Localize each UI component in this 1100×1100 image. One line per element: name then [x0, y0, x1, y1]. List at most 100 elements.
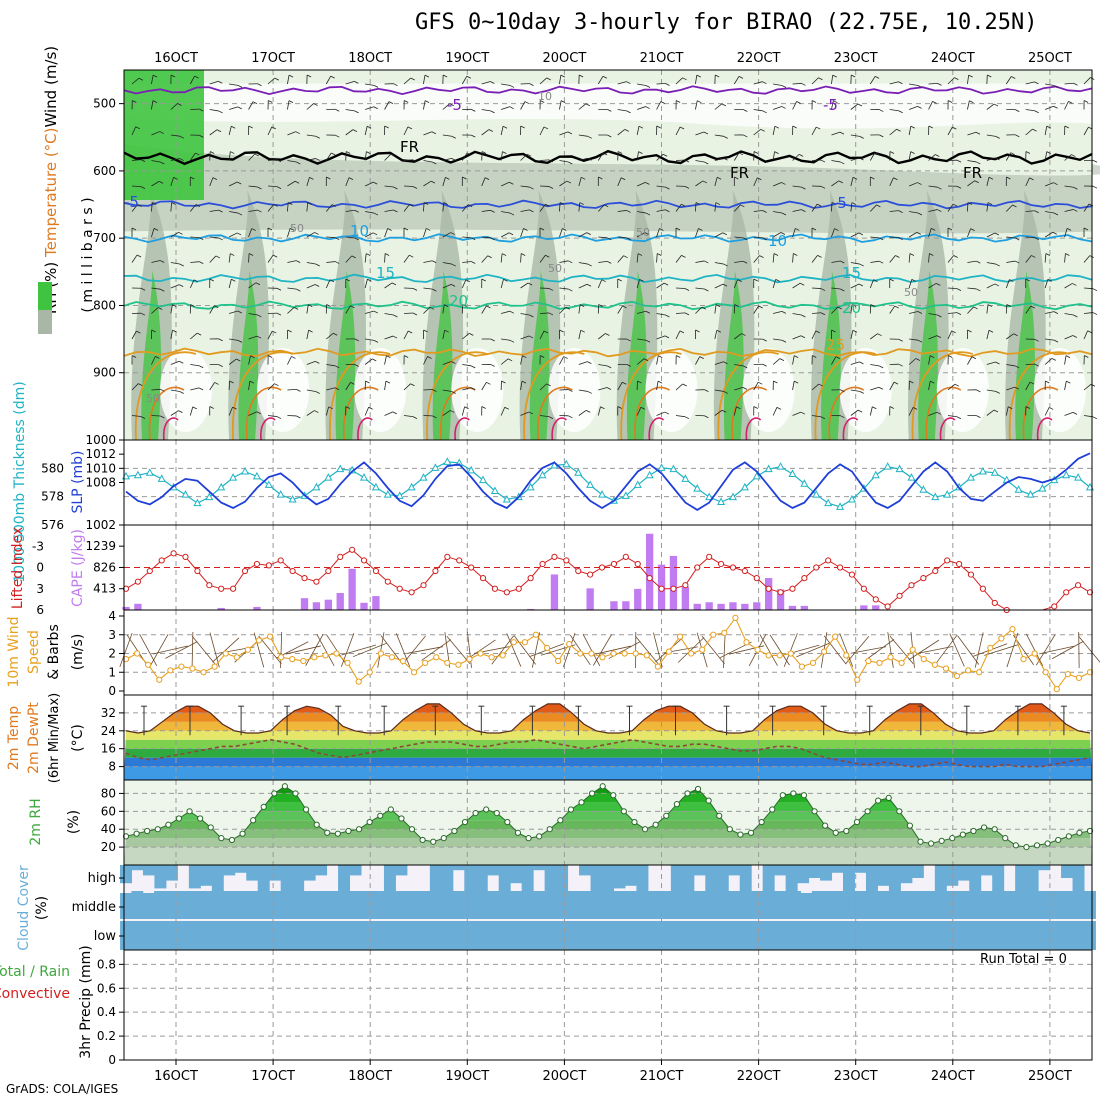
wind-barb — [967, 100, 970, 110]
cloud-middle-fill — [675, 891, 688, 919]
lifted-index-point — [944, 557, 951, 564]
wind-barb — [190, 261, 200, 263]
wind-barb — [500, 407, 506, 416]
precip-frame — [123, 949, 1093, 1061]
lifted-index-point — [218, 585, 225, 592]
cloud-low-bar — [562, 921, 575, 950]
wind-barb-flag — [526, 153, 532, 157]
cloud-high-bar — [142, 865, 155, 876]
wind-barb-flag — [314, 232, 319, 235]
wind-barb-flag — [1092, 312, 1098, 315]
isotherm-35-loop — [260, 417, 276, 441]
wind-barb — [714, 330, 718, 340]
wind-barb — [462, 333, 470, 340]
wind-barb — [423, 131, 432, 136]
thickness-point — [752, 471, 761, 480]
cloud-high-bar — [338, 865, 351, 891]
wind-barb-flag — [781, 212, 787, 216]
wind-barb — [267, 330, 273, 340]
wind-barb — [481, 382, 487, 391]
lifted-index-point — [1051, 603, 1058, 610]
wind-barb-flag — [704, 161, 709, 165]
wind-barb-flag — [403, 227, 409, 231]
wind-barb — [617, 236, 627, 239]
rh2m-point — [122, 833, 130, 840]
wind-barb-flag — [502, 151, 507, 154]
wind-barb — [462, 236, 472, 239]
wind-barb-flag — [879, 109, 884, 112]
wind-barb — [326, 332, 334, 340]
wind-barb — [908, 253, 911, 263]
wind-barb-flag — [1009, 279, 1014, 282]
cloud-low-bar — [993, 921, 1006, 950]
lifted-index-point — [360, 557, 368, 564]
cloud-low-bar — [301, 921, 314, 950]
wind-barb — [986, 157, 996, 161]
rh2m-band — [124, 838, 1092, 848]
wind-barb — [403, 254, 410, 263]
wind-barb — [365, 83, 375, 86]
wind-barb — [407, 646, 443, 654]
wind-barb — [423, 202, 425, 212]
wind-barb-flag — [135, 126, 140, 130]
wind-barb — [248, 411, 257, 416]
wind-barb-flag — [743, 260, 748, 264]
wind-barb — [165, 641, 198, 659]
wind-barb-flag — [151, 329, 156, 333]
wind-barb-flag — [432, 260, 437, 264]
wind-barb-flag — [294, 180, 300, 184]
cloud-middle-fill — [641, 891, 654, 919]
wind-barb-flag — [638, 151, 643, 154]
wind-barb-flag — [1092, 159, 1098, 163]
wind-barb-flag — [971, 356, 977, 360]
y-tick-label-left: -3 — [32, 539, 44, 553]
wind-barb-flag — [898, 210, 903, 213]
wind-barb — [151, 307, 159, 314]
wind-barb-flag — [236, 232, 242, 236]
contour-label: 10 — [538, 90, 552, 103]
wind-barb-flag — [587, 157, 592, 161]
wind-barb-flag — [392, 335, 398, 339]
wind-barb — [170, 360, 180, 365]
thickness-point — [502, 494, 511, 503]
thickness-point — [193, 498, 202, 507]
wind-barb — [928, 411, 938, 416]
wind-barb — [228, 279, 232, 289]
wind-barb-flag — [331, 152, 336, 156]
wind-barb-flag — [131, 227, 137, 231]
wind-barb-flag — [403, 355, 409, 358]
wind-barb-flag — [471, 134, 476, 138]
cloud-low-bar — [698, 921, 711, 950]
wind-barb-flag — [450, 232, 455, 235]
cloud-middle-fill — [879, 891, 892, 919]
date-tick-top: 23OCT — [834, 51, 878, 66]
wind-barb-flag — [484, 177, 490, 181]
wind-barb — [423, 260, 433, 263]
rh2m-point — [578, 799, 585, 806]
wind-barb — [306, 284, 316, 289]
wind-barb-flag — [423, 202, 429, 205]
wind-barb-flag — [758, 305, 763, 309]
wind-barb — [1025, 109, 1035, 112]
wind-barb-flag — [257, 186, 262, 190]
wind-barb-flag — [956, 312, 962, 316]
rh2m-point — [292, 790, 299, 797]
wind-barb — [520, 101, 526, 110]
cloud-low-bar — [970, 921, 983, 950]
wind-barb — [869, 76, 876, 85]
contour-label: FR — [963, 164, 982, 182]
wind-barb — [928, 381, 931, 391]
wind-barb-flag — [995, 391, 1000, 394]
lifted-index-ylabel: Lifted Index — [10, 527, 26, 609]
wind-barb-flag — [198, 387, 204, 391]
wind-barb — [831, 160, 841, 163]
wind-barb-flag — [859, 361, 864, 365]
wind-barb-flag — [1025, 278, 1030, 282]
wind-barb-flag — [289, 228, 295, 231]
wind-barb — [637, 211, 647, 214]
wind-barb — [209, 109, 219, 112]
cloud-low-bar — [1038, 921, 1051, 950]
wind10m-ylabel: 10m Wind — [6, 616, 22, 687]
wind-barb — [753, 109, 763, 112]
